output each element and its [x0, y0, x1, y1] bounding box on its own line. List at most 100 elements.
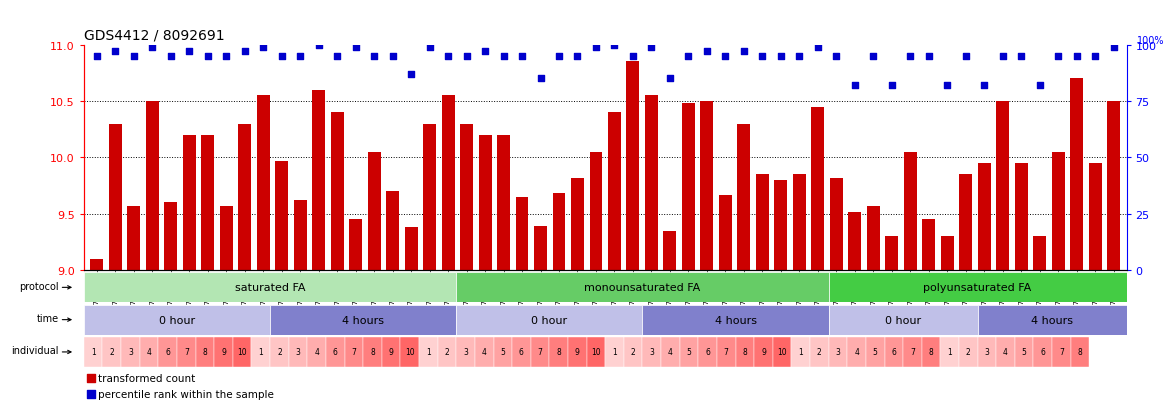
Bar [828, 273, 1127, 303]
Text: 7: 7 [184, 348, 189, 356]
Point [531, 76, 550, 83]
Bar [642, 337, 661, 367]
Bar [382, 337, 401, 367]
Bar [772, 337, 791, 367]
Point [198, 53, 217, 60]
Text: 3: 3 [835, 348, 840, 356]
Text: 100%: 100% [1137, 36, 1165, 45]
Bar [275, 161, 288, 271]
Bar [847, 337, 866, 367]
Text: 10: 10 [777, 348, 786, 356]
Text: 6: 6 [333, 348, 338, 356]
Bar [270, 305, 457, 335]
Bar [183, 135, 196, 271]
Text: 9: 9 [761, 348, 765, 356]
Text: 6: 6 [165, 348, 170, 356]
Point [1086, 53, 1104, 60]
Bar [457, 305, 642, 335]
Bar [1071, 79, 1083, 271]
Bar [922, 337, 940, 367]
Text: 9: 9 [389, 348, 394, 356]
Text: saturated FA: saturated FA [235, 282, 305, 293]
Bar [84, 305, 270, 335]
Point [994, 53, 1012, 60]
Bar [326, 337, 345, 367]
Bar [513, 337, 531, 367]
Bar [331, 113, 344, 271]
Bar [457, 337, 475, 367]
Bar [737, 124, 750, 271]
Bar [401, 337, 419, 367]
Bar [158, 337, 177, 367]
Point [327, 53, 346, 60]
Point [475, 49, 494, 55]
Bar [606, 337, 623, 367]
Point [291, 53, 310, 60]
Bar [1071, 337, 1089, 367]
Point [753, 53, 771, 60]
Point [698, 49, 716, 55]
Bar [386, 192, 400, 271]
Bar [679, 337, 698, 367]
Point [235, 49, 254, 55]
Bar [202, 135, 214, 271]
Bar [627, 62, 640, 271]
Bar [457, 273, 828, 303]
Bar [775, 180, 788, 271]
Point [82, 391, 100, 397]
Point [310, 42, 329, 49]
Bar [531, 337, 550, 367]
Text: 8: 8 [929, 348, 933, 356]
Bar [661, 337, 679, 367]
Bar [716, 337, 735, 367]
Point [735, 49, 754, 55]
Text: 7: 7 [910, 348, 915, 356]
Bar [682, 104, 694, 271]
Point [790, 53, 809, 60]
Bar [1107, 102, 1120, 271]
Bar [941, 237, 954, 271]
Text: monounsaturated FA: monounsaturated FA [585, 282, 700, 293]
Bar [1033, 337, 1052, 367]
Text: 2: 2 [445, 348, 450, 356]
Point [383, 53, 402, 60]
Bar [103, 337, 121, 367]
Point [716, 53, 735, 60]
Bar [811, 107, 825, 271]
Bar [642, 305, 828, 335]
Point [402, 71, 421, 78]
Text: 2: 2 [817, 348, 821, 356]
Point [901, 53, 919, 60]
Bar [256, 96, 269, 271]
Bar [368, 152, 381, 271]
Point [365, 53, 383, 60]
Bar [404, 228, 417, 271]
Text: 3: 3 [649, 348, 655, 356]
Text: 6: 6 [891, 348, 896, 356]
Bar [663, 231, 677, 271]
Text: 4 hours: 4 hours [714, 315, 756, 325]
Point [956, 53, 975, 60]
Bar [312, 90, 325, 271]
Text: 4: 4 [147, 348, 151, 356]
Text: 7: 7 [723, 348, 728, 356]
Bar [91, 259, 104, 271]
Text: 0 hour: 0 hour [885, 315, 922, 325]
Bar [442, 96, 454, 271]
Bar [571, 178, 584, 271]
Text: 3: 3 [128, 348, 133, 356]
Bar [645, 96, 658, 271]
Text: 5: 5 [1022, 348, 1026, 356]
Text: 2: 2 [277, 348, 282, 356]
Point [827, 53, 846, 60]
Text: 4 hours: 4 hours [343, 315, 384, 325]
Bar [1015, 337, 1033, 367]
Bar [735, 337, 754, 367]
Bar [828, 305, 977, 335]
Bar [84, 337, 103, 367]
Bar [1052, 152, 1065, 271]
Point [106, 49, 125, 55]
Text: 5: 5 [686, 348, 692, 356]
Point [82, 375, 100, 382]
Bar [1015, 164, 1028, 271]
